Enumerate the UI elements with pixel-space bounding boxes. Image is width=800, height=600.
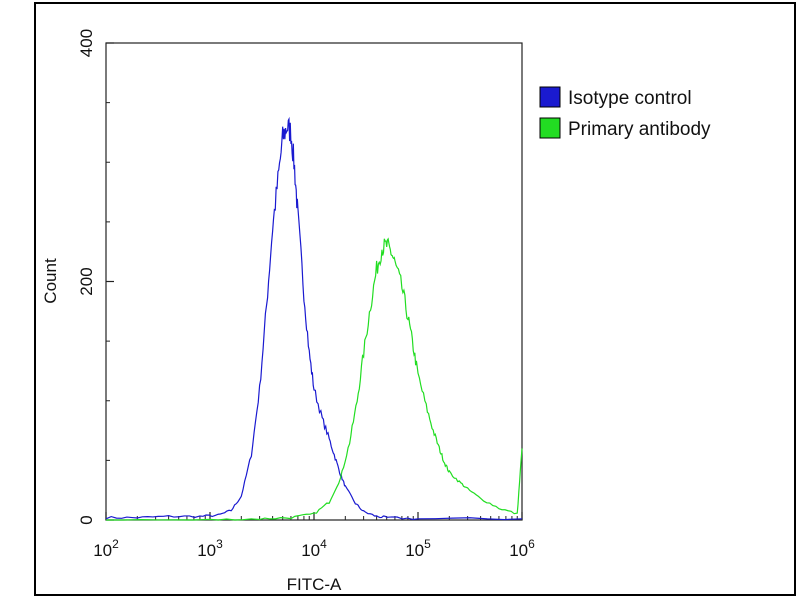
series-line-primary-antibody xyxy=(106,237,523,521)
legend: Isotype control Primary antibody xyxy=(539,86,711,140)
y-axis-title: Count xyxy=(41,258,60,304)
x-tick-label: 104 xyxy=(301,537,327,560)
x-tick-exponent: 5 xyxy=(424,537,431,551)
x-tick-label: 105 xyxy=(405,537,431,560)
x-tick-exponent: 3 xyxy=(216,537,223,551)
x-tick-exponent: 4 xyxy=(320,537,327,551)
plot-area xyxy=(105,42,523,521)
x-tick-base: 10 xyxy=(301,541,320,560)
x-tick-exponent: 6 xyxy=(528,537,535,551)
x-tick-base: 10 xyxy=(405,541,424,560)
x-tick-base: 10 xyxy=(197,541,216,560)
legend-swatch-isotype-control xyxy=(539,86,561,108)
x-tick-label: 106 xyxy=(509,537,535,560)
series-layer xyxy=(105,116,523,521)
x-tick-base: 10 xyxy=(93,541,112,560)
x-axis-title: FITC-A xyxy=(287,575,342,594)
legend-label-isotype-control: Isotype control xyxy=(568,88,692,109)
chart-frame xyxy=(34,2,796,596)
y-tick-label: 200 xyxy=(77,267,96,295)
y-tick-label: 400 xyxy=(77,29,96,57)
y-axis-ticks: 0 200 400 xyxy=(77,29,114,525)
series-line-isotype-control xyxy=(105,116,523,521)
legend-label-primary-antibody: Primary antibody xyxy=(568,119,711,140)
x-tick-label: 103 xyxy=(197,537,223,560)
x-tick-base: 10 xyxy=(509,541,528,560)
x-tick-exponent: 2 xyxy=(112,537,119,551)
x-axis-ticks: 102 103 104 105 106 xyxy=(93,512,535,560)
y-tick-label: 0 xyxy=(77,515,96,524)
x-tick-label: 102 xyxy=(93,537,119,560)
legend-swatch-primary-antibody xyxy=(539,117,561,139)
